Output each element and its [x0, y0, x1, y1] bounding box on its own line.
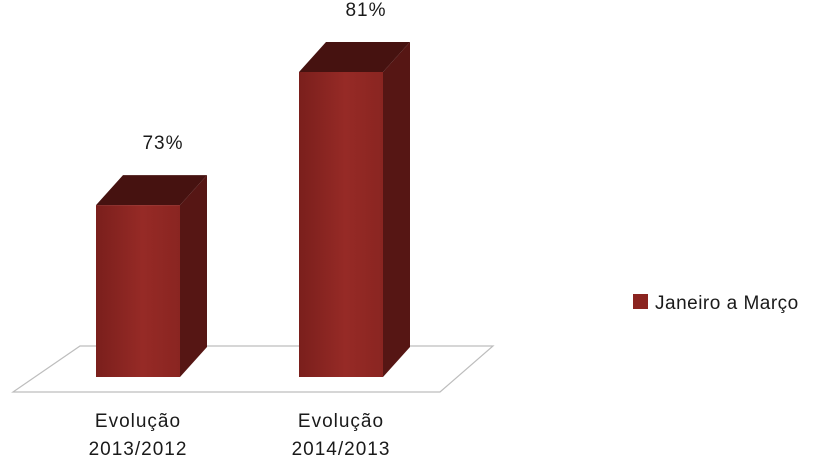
bar-front-face [299, 72, 383, 377]
legend-label: Janeiro a Março [655, 293, 799, 314]
bar-side-face [180, 175, 207, 377]
category-label-2-line-1: Evolução [298, 411, 384, 432]
bar-top-face [299, 42, 410, 72]
legend-swatch [633, 294, 648, 309]
data-label-2: 81% [345, 0, 386, 21]
bar-side-face [383, 42, 410, 377]
bar-2 [299, 42, 410, 377]
bar-front-face [96, 205, 180, 377]
category-label-2-line-2: 2014/2013 [292, 439, 391, 460]
category-label-1-line-2: 2013/2012 [89, 439, 188, 460]
chart-floor [11, 345, 495, 393]
category-label-1-line-1: Evolução [95, 411, 181, 432]
bar-top-face [96, 175, 207, 206]
bar-1 [96, 175, 207, 377]
legend: Janeiro a Março [633, 293, 799, 314]
data-label-1: 73% [142, 133, 183, 154]
